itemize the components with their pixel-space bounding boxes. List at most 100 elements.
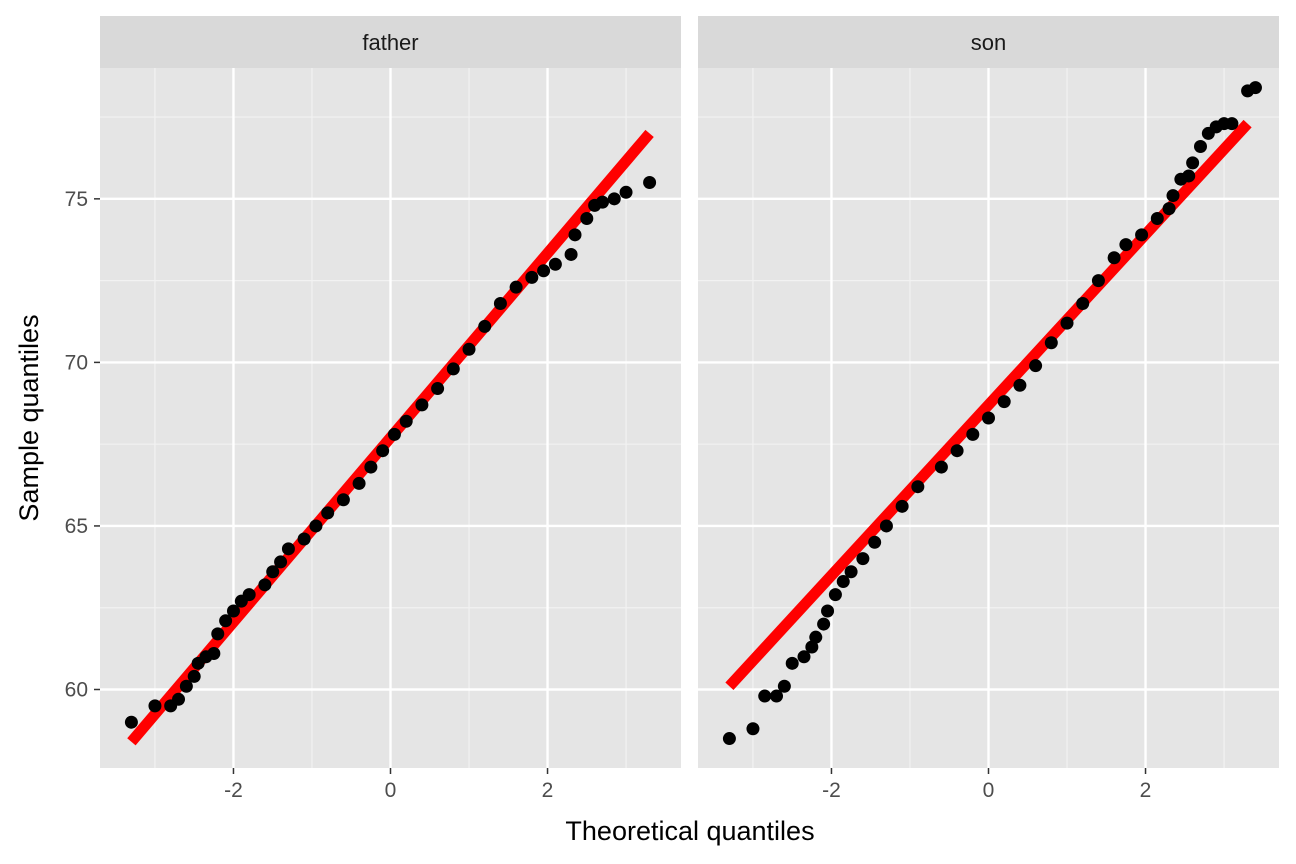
qq-point <box>879 519 893 533</box>
qq-point <box>1044 336 1058 350</box>
qq-point <box>1076 297 1090 311</box>
qq-point <box>179 679 193 693</box>
qq-point <box>493 297 507 311</box>
panel-son: son <box>698 16 1279 768</box>
qq-point <box>462 342 476 356</box>
qq-point <box>1182 169 1196 183</box>
qq-point <box>982 411 995 425</box>
qq-point <box>1150 211 1164 225</box>
qq-point <box>124 715 138 729</box>
qq-point <box>828 588 842 602</box>
qq-point <box>809 630 823 644</box>
qq-point <box>1225 117 1239 131</box>
qq-point <box>1107 251 1121 265</box>
qq-point <box>211 627 225 641</box>
qq-point <box>777 679 791 693</box>
qq-point <box>607 192 621 206</box>
qq-point <box>785 656 799 670</box>
y-tick-label: 70 <box>65 351 88 374</box>
qq-point <box>770 689 784 703</box>
qq-point <box>619 185 633 199</box>
x-tick-label: 2 <box>542 779 554 802</box>
facet-panels: father son <box>100 16 1279 768</box>
qq-point <box>856 552 870 566</box>
qq-point <box>478 319 492 333</box>
qq-point <box>537 264 551 278</box>
x-axis-title: Theoretical quantiles <box>565 816 814 846</box>
qq-point <box>548 257 562 271</box>
qq-point <box>895 499 909 513</box>
strip-label-father: father <box>362 30 418 55</box>
qq-point <box>568 228 582 242</box>
x-tick-label: 0 <box>385 779 397 802</box>
qq-point <box>1193 140 1207 154</box>
qq-point <box>321 506 335 520</box>
strip-father <box>100 16 681 68</box>
x-tick-label: -2 <box>224 779 243 802</box>
y-tick-label: 65 <box>65 515 88 538</box>
qq-point <box>219 614 233 628</box>
qq-point <box>509 280 523 294</box>
qq-point <box>643 175 657 189</box>
qq-point <box>821 604 835 618</box>
qq-point <box>446 362 460 376</box>
qq-point <box>297 532 311 546</box>
qq-point <box>172 692 186 706</box>
qq-point <box>431 382 445 396</box>
qq-point <box>966 427 980 441</box>
qq-point <box>580 211 594 225</box>
qq-point <box>266 565 280 579</box>
qq-point <box>746 722 760 736</box>
qq-point <box>226 604 240 618</box>
qq-point <box>1060 316 1074 330</box>
qq-point <box>281 542 295 556</box>
x-tick-label: 2 <box>1140 779 1152 802</box>
qq-point <box>364 460 378 474</box>
qq-point <box>997 395 1011 409</box>
qq-point <box>911 480 925 494</box>
qq-point <box>805 640 819 654</box>
qq-point <box>387 427 401 441</box>
y-axis-title: Sample quantiles <box>14 314 44 521</box>
x-tick-label: 0 <box>983 779 995 802</box>
strip-son <box>698 16 1279 68</box>
qq-point <box>950 444 964 458</box>
qq-point <box>376 444 390 458</box>
qq-point <box>1166 189 1180 203</box>
x-tick-label: -2 <box>822 779 841 802</box>
qq-point <box>868 535 882 549</box>
qq-point <box>1091 274 1105 288</box>
qq-point <box>309 519 323 533</box>
qq-point <box>187 669 201 683</box>
qq-point <box>722 732 736 746</box>
qq-point <box>595 195 609 209</box>
qq-point <box>352 476 366 490</box>
qq-point <box>564 247 578 261</box>
axes: -2 0 2 -2 0 2 60 65 70 75 <box>65 188 1152 802</box>
qq-point <box>844 565 858 579</box>
qq-point <box>1248 81 1262 95</box>
qq-point <box>274 555 288 569</box>
qq-point <box>1013 378 1027 392</box>
qq-point <box>817 617 831 631</box>
qq-point <box>207 647 221 661</box>
qq-point <box>242 588 256 602</box>
qq-point <box>1186 156 1200 170</box>
qq-point <box>336 493 350 507</box>
qq-point <box>836 575 850 589</box>
strip-label-son: son <box>971 30 1006 55</box>
y-tick-label: 75 <box>65 188 88 211</box>
qq-point <box>258 578 272 592</box>
qq-point <box>797 650 811 664</box>
qq-point <box>525 270 539 284</box>
qq-point <box>1135 228 1149 242</box>
qq-point <box>758 689 772 703</box>
qq-point <box>399 414 413 428</box>
panel-father: father <box>100 16 681 768</box>
qq-point <box>1029 359 1043 373</box>
qq-point <box>1162 202 1176 216</box>
qq-point <box>934 460 948 474</box>
qq-point <box>415 398 429 412</box>
qq-point <box>1119 238 1133 252</box>
